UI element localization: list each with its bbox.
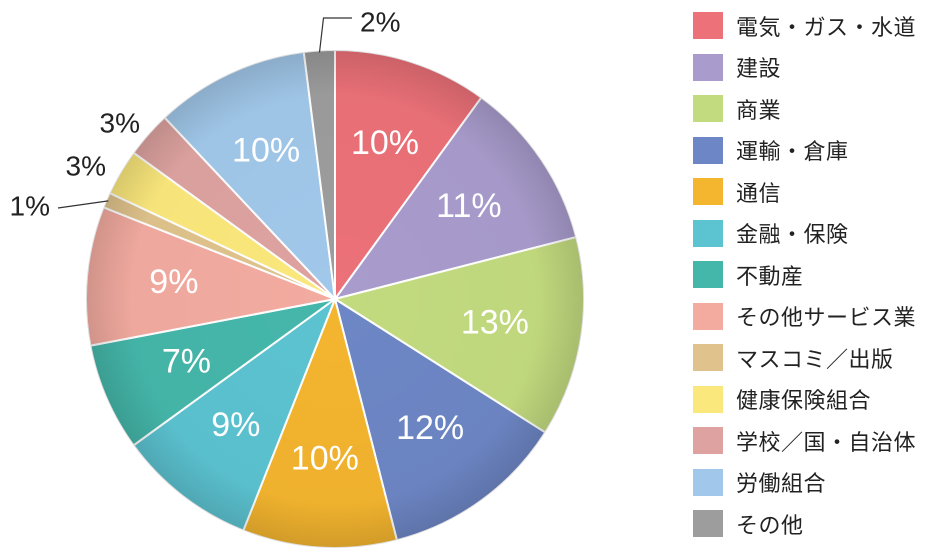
legend-label: 電気・ガス・水道 (736, 15, 917, 41)
legend-item: 商業 (693, 88, 916, 130)
legend-swatch (693, 95, 723, 123)
leader-line (318, 17, 352, 53)
legend-swatch (693, 427, 723, 455)
pie-data-label: 13% (461, 303, 529, 341)
legend-label: 労働組合 (736, 472, 827, 498)
pie-data-label: 10% (232, 132, 300, 170)
pie-data-label: 7% (162, 342, 211, 380)
pie-slices (85, 48, 585, 549)
legend-swatch (693, 468, 723, 496)
legend-swatch (693, 219, 723, 247)
pie-data-label: 2% (360, 6, 400, 37)
legend-label: その他 (736, 513, 804, 539)
pie-data-label: 11% (436, 187, 502, 225)
legend-swatch (693, 53, 723, 81)
legend-label: 商業 (736, 98, 782, 124)
legend-item: 労働組合 (693, 462, 916, 504)
legend-item: 通信 (693, 171, 916, 213)
pie-data-label: 10% (351, 124, 419, 162)
legend-item: 運輸・倉庫 (693, 130, 916, 172)
pie-data-labels: 10%11%13%12%10%9%7%9%1%3%3%10%2% (10, 6, 529, 477)
chart-legend: 電気・ガス・水道 建設商業運輸・倉庫通信金融・保険不動産その他サービス業 マスコミ／… (693, 5, 916, 545)
legend-label: 通信 (736, 181, 782, 207)
pie-data-label: 3% (100, 107, 140, 138)
pie-data-label: 10% (291, 440, 359, 478)
legend-swatch (693, 178, 723, 206)
legend-label: 金融・保険 (736, 223, 849, 249)
legend-label: 建設 (736, 57, 782, 83)
legend-label: 不動産 (736, 264, 804, 290)
legend-item: 金融・保険 (693, 213, 916, 255)
legend-swatch (693, 302, 723, 330)
legend-item: その他 (693, 503, 916, 545)
legend-label: マスコミ／出版 (736, 347, 894, 373)
legend-label: 学校／国・自治体 (736, 430, 917, 456)
legend-label: 運輸・倉庫 (736, 140, 849, 166)
legend-swatch (693, 385, 723, 413)
legend-swatch (693, 12, 723, 40)
pie-data-label: 9% (211, 406, 260, 444)
pie-data-label: 9% (149, 263, 198, 301)
legend-item: 不動産 (693, 254, 916, 296)
legend-item: 学校／国・自治体 (693, 420, 916, 462)
legend-item: マスコミ／出版 (693, 337, 916, 379)
legend-swatch (693, 510, 723, 538)
legend-item: 建設 (693, 47, 916, 89)
legend-item: 電気・ガス・水道 (693, 5, 916, 47)
pie-data-label: 1% (10, 190, 50, 221)
pie-data-label: 12% (396, 409, 464, 447)
pie-data-label: 3% (66, 150, 106, 181)
pie-rim-shade (86, 50, 584, 548)
legend-item: その他サービス業 (693, 296, 916, 338)
legend-swatch (693, 344, 723, 372)
legend-label: その他サービス業 (736, 306, 917, 332)
legend-item: 健康保険組合 (693, 379, 916, 421)
legend-label: 健康保険組合 (736, 389, 872, 415)
legend-swatch (693, 136, 723, 164)
legend-swatch (693, 261, 723, 289)
leader-line (57, 200, 109, 209)
